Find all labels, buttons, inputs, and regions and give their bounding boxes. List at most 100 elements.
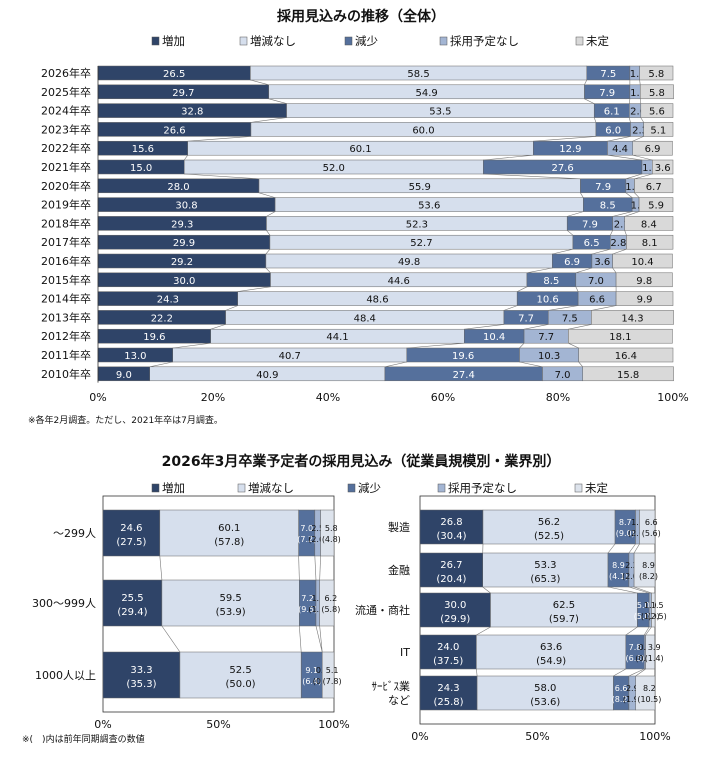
bar-segment (615, 510, 635, 544)
data-label: 10.3 (538, 351, 560, 362)
connector-line (476, 669, 477, 676)
data-label: 9.8 (636, 276, 652, 287)
data-label: 48.4 (354, 313, 376, 324)
data-label: 6.5 (584, 238, 600, 249)
data-label: 10.6 (537, 295, 559, 306)
data-label: 60.1 (218, 523, 240, 534)
data-label: 10.4 (483, 332, 505, 343)
data-label: 53.3 (534, 560, 556, 571)
bar-segment (646, 635, 655, 669)
x-tick-label: 100% (639, 730, 670, 743)
connector-line (629, 99, 630, 104)
data-label: 7.9 (582, 219, 598, 230)
prev-value-label: (59.7) (549, 614, 579, 625)
data-label: 3.6 (594, 257, 610, 268)
connector-line (591, 306, 616, 311)
data-label: 10.4 (631, 257, 653, 268)
data-label: 25.5 (121, 593, 143, 604)
connector-line (634, 193, 639, 198)
data-label: 7.0 (588, 276, 604, 287)
category-label: 2014年卒 (41, 292, 91, 306)
category-label: 2012年卒 (41, 329, 91, 343)
connector-line (519, 343, 524, 348)
legend-label: 採用予定なし (448, 481, 517, 495)
data-label: 15.0 (130, 163, 152, 174)
data-label: 26.7 (440, 560, 462, 571)
prev-value-label: (5.6) (642, 529, 661, 538)
data-label: 26.5 (163, 69, 185, 80)
connector-line (613, 268, 616, 273)
data-label: 8.2 (643, 684, 656, 693)
category-label: 2010年卒 (41, 367, 91, 381)
data-label: 29.2 (171, 257, 193, 268)
category-label: 2015年卒 (41, 273, 91, 287)
legend-label: 増加 (162, 34, 185, 48)
data-label: 3.6 (655, 163, 671, 174)
data-label: 7.7 (538, 332, 554, 343)
prev-value-label: (30.4) (436, 531, 466, 542)
connector-line (568, 324, 591, 329)
data-label: 56.2 (538, 517, 560, 528)
connector-line (251, 118, 287, 123)
connector-line (592, 249, 610, 254)
data-label: 5.6 (649, 107, 665, 118)
connector-line (629, 669, 644, 676)
connector-line (385, 362, 407, 367)
legend-swatch (348, 484, 355, 492)
bar-segment (321, 510, 334, 556)
bar-segment (322, 652, 334, 698)
connector-line (613, 249, 627, 254)
data-label: 5.8 (325, 524, 338, 533)
connector-line (584, 80, 586, 85)
data-label: 24.6 (120, 523, 142, 534)
connector-line (184, 174, 259, 179)
connector-line (464, 324, 504, 329)
data-label: 49.8 (398, 257, 420, 268)
legend-swatch (440, 37, 447, 45)
bar-segment (299, 580, 316, 626)
data-label: 8.7 (619, 518, 632, 527)
data-label: 53.5 (429, 107, 451, 118)
x-tick-label: 80% (546, 391, 570, 404)
prev-value-label: (4.8) (322, 535, 341, 544)
data-label: 14.3 (621, 313, 643, 324)
legend-swatch (152, 484, 159, 492)
chart-title: 採用見込みの推移（全体） (277, 8, 445, 25)
data-label: 60.1 (349, 144, 371, 155)
data-label: 27.6 (551, 163, 573, 174)
data-label: 26.8 (440, 517, 462, 528)
prev-value-label: (25.8) (434, 697, 464, 708)
connector-line (625, 230, 627, 235)
connector-line (634, 174, 652, 179)
connector-line (548, 306, 578, 311)
data-label: 60.0 (412, 125, 434, 136)
prev-value-label: (5.8) (321, 605, 340, 614)
data-label: 33.3 (130, 665, 152, 676)
data-label: 7.5 (600, 69, 616, 80)
connector-line (633, 136, 644, 141)
category-label: 2013年卒 (41, 310, 91, 324)
connector-line (316, 626, 322, 652)
category-label: 〜299人 (53, 527, 96, 540)
connector-line (613, 212, 633, 217)
connector-line (626, 174, 642, 179)
prev-value-label: (2.5) (648, 612, 667, 621)
data-label: 58.0 (534, 683, 556, 694)
connector-line (613, 669, 625, 676)
category-label: 2026年卒 (41, 66, 91, 80)
x-tick-label: 60% (431, 391, 455, 404)
data-label: 7.5 (562, 313, 578, 324)
data-label: 53.6 (418, 201, 440, 212)
category-label: ｻｰﾋﾞｽ業 (372, 680, 411, 693)
data-label: 44.1 (326, 332, 348, 343)
connector-line (160, 556, 162, 580)
legend-swatch (575, 484, 582, 492)
data-label: 18.1 (609, 332, 631, 343)
category-label: 2020年卒 (41, 179, 91, 193)
connector-line (266, 230, 269, 235)
category-label: 2023年卒 (41, 122, 91, 136)
connector-line (250, 80, 268, 85)
data-label: 13.0 (124, 351, 146, 362)
connector-line (580, 193, 583, 198)
connector-line (641, 118, 644, 123)
